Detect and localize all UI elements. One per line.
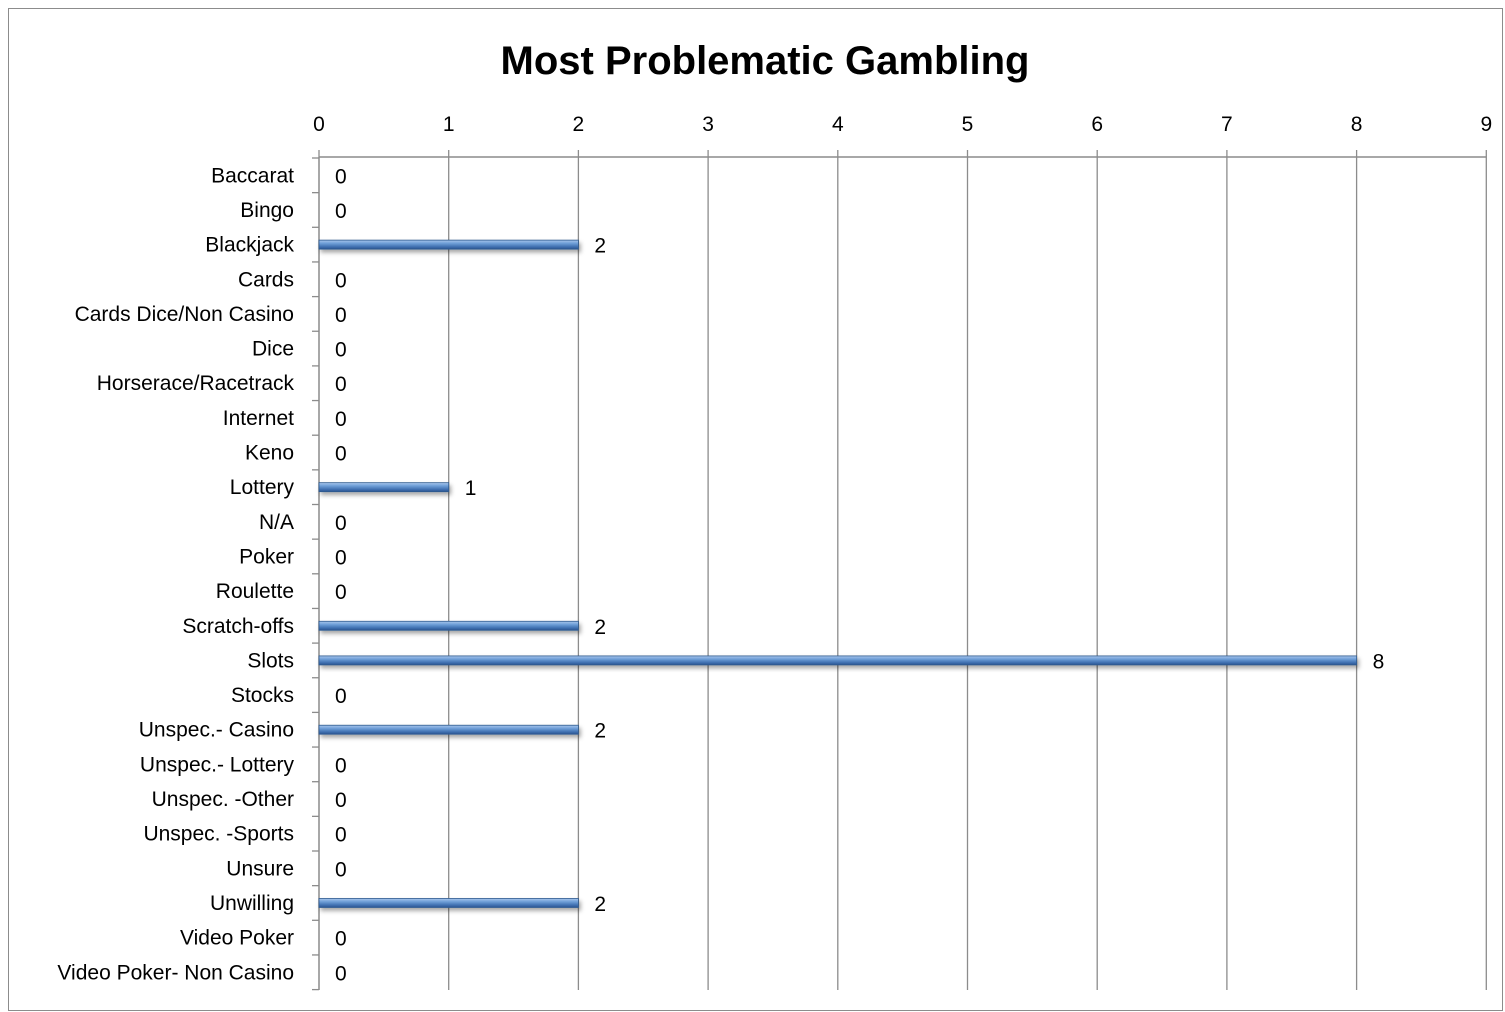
bar	[318, 620, 579, 631]
category-label: Unspec. -Other	[152, 788, 294, 811]
category-label: Unspec. -Sports	[143, 823, 294, 846]
data-label: 8	[1373, 650, 1385, 673]
x-tick-label: 0	[313, 113, 325, 136]
bar	[318, 724, 579, 735]
data-label: 1	[465, 477, 477, 500]
data-label: 0	[335, 685, 347, 708]
category-label: Unwilling	[210, 892, 294, 915]
x-tick-label: 9	[1480, 113, 1492, 136]
category-label: Internet	[223, 407, 294, 430]
data-label: 0	[335, 512, 347, 535]
data-label: 2	[594, 893, 606, 916]
data-label: 0	[335, 165, 347, 188]
chart-title: Most Problematic Gambling	[501, 39, 1030, 83]
data-label: 0	[335, 200, 347, 223]
category-label: Video Poker	[180, 927, 294, 950]
x-tick-label: 2	[573, 113, 585, 136]
category-label: Dice	[252, 338, 294, 361]
data-label: 0	[335, 789, 347, 812]
category-label: Video Poker- Non Casino	[57, 961, 294, 984]
chart-frame	[8, 8, 1503, 1011]
category-label: Horserace/Racetrack	[97, 372, 295, 395]
category-label: Blackjack	[205, 234, 294, 257]
category-label: Roulette	[216, 580, 294, 603]
data-label: 0	[335, 546, 347, 569]
data-label: 0	[335, 373, 347, 396]
data-label: 2	[594, 720, 606, 743]
data-label: 0	[335, 269, 347, 292]
data-label: 2	[594, 616, 606, 639]
category-labels: Baccarat Bingo Blackjack Cards Cards Dice/No…	[57, 164, 294, 984]
bars	[318, 239, 1357, 908]
category-label: Keno	[245, 442, 294, 465]
bar	[318, 482, 450, 493]
x-tick-label: 5	[962, 113, 974, 136]
category-label: Unspec.- Casino	[139, 719, 294, 742]
gridlines	[448, 157, 1487, 990]
category-label: Unspec.- Lottery	[140, 753, 295, 776]
data-label: 0	[335, 858, 347, 881]
x-tick-label: 4	[832, 113, 844, 136]
x-tick-label: 3	[702, 113, 714, 136]
x-tick-label: 8	[1351, 113, 1363, 136]
bar	[318, 655, 1357, 666]
category-label: Cards Dice/Non Casino	[75, 303, 294, 326]
data-label: 0	[335, 408, 347, 431]
x-tick-label: 6	[1091, 113, 1103, 136]
category-label: Bingo	[240, 199, 294, 222]
axes	[312, 156, 1487, 991]
x-tick-label: 1	[443, 113, 455, 136]
category-label: Baccarat	[211, 164, 294, 187]
category-label: Slots	[247, 649, 294, 672]
data-label: 0	[335, 339, 347, 362]
data-label: 2	[594, 235, 606, 258]
data-label: 0	[335, 962, 347, 985]
x-axis-ticks: 0 1 2 3 4 5 6 7 8 9	[313, 113, 1492, 157]
data-label: 0	[335, 824, 347, 847]
category-label: Scratch-offs	[182, 615, 294, 638]
category-label: Unsure	[226, 857, 294, 880]
data-label: 0	[335, 443, 347, 466]
bar	[318, 239, 579, 250]
bar	[318, 898, 579, 908]
category-label: Poker	[239, 545, 294, 568]
data-label: 0	[335, 754, 347, 777]
data-label: 0	[335, 581, 347, 604]
data-label: 0	[335, 928, 347, 951]
value-labels: 0 0 2 0 0 0 0 0 0 1 0 0 0 2 8 0 2 0 0 0 0 2 0 0	[335, 165, 1384, 985]
data-label: 0	[335, 304, 347, 327]
category-label: Cards	[238, 268, 294, 291]
category-label: N/A	[259, 511, 294, 534]
category-label: Stocks	[231, 684, 294, 707]
category-label: Lottery	[230, 476, 295, 499]
x-tick-label: 7	[1221, 113, 1233, 136]
